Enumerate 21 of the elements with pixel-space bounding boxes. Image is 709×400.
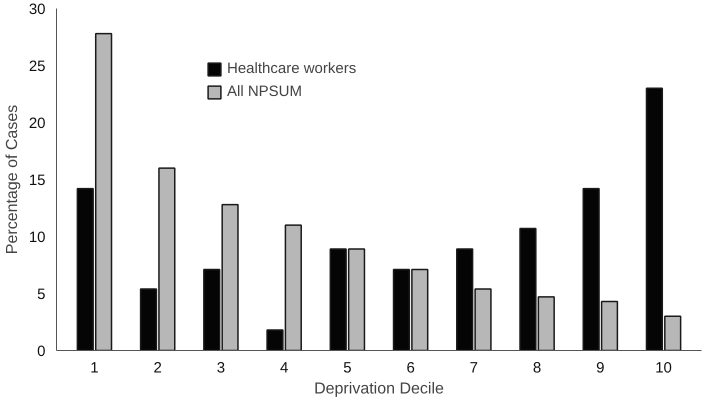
y-tick-label: 5 xyxy=(37,286,46,303)
x-tick-label: 7 xyxy=(470,360,478,376)
y-tick-label: 15 xyxy=(28,172,46,189)
legend-label: All NPSUM xyxy=(227,83,302,100)
x-tick-label: 10 xyxy=(655,360,672,376)
x-tick-label: 3 xyxy=(216,360,226,376)
x-tick-label: 9 xyxy=(596,360,604,376)
x-axis-title: Deprivation Decile xyxy=(314,380,444,398)
y-tick-label: 25 xyxy=(28,58,46,75)
y-tick-label: 10 xyxy=(28,229,46,246)
x-tick-label: 6 xyxy=(406,360,415,376)
y-tick-label: 0 xyxy=(37,343,46,360)
x-tick-label: 1 xyxy=(90,360,99,376)
y-tick-label: 20 xyxy=(28,115,46,132)
x-tick-label: 8 xyxy=(532,360,542,376)
x-tick-label: 2 xyxy=(154,360,162,376)
x-tick-label: 4 xyxy=(280,360,288,376)
x-tick-label: 5 xyxy=(343,360,352,376)
legend-label: Healthcare workers xyxy=(227,60,356,77)
y-axis-title: Percentage of Cases xyxy=(4,104,21,254)
y-tick-label: 30 xyxy=(28,1,46,18)
